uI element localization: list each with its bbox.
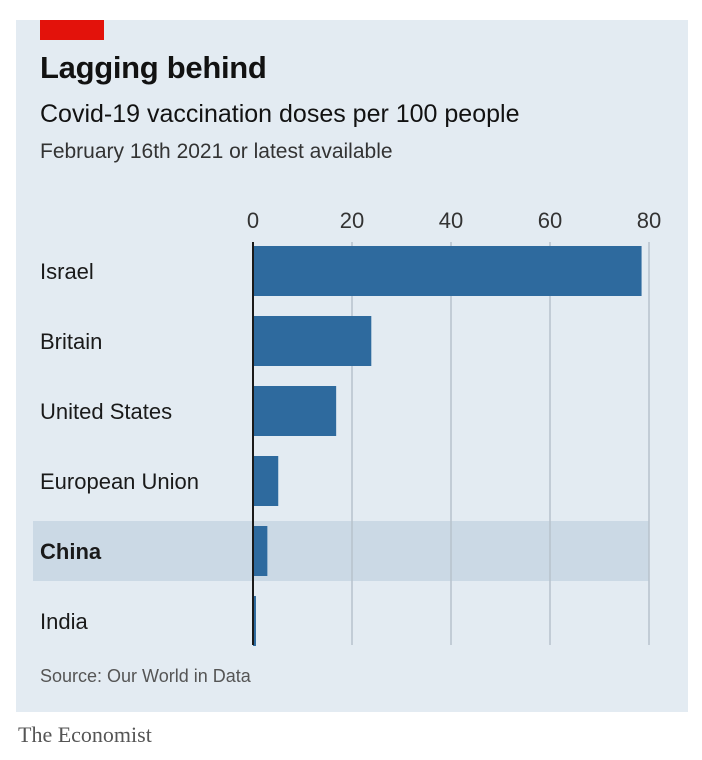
- chart-date-note: February 16th 2021 or latest available: [40, 140, 393, 163]
- x-tick-label: 0: [247, 208, 259, 233]
- x-tick-label: 40: [439, 208, 463, 233]
- brand-red-tag: [40, 20, 104, 40]
- source-note: Source: Our World in Data: [40, 666, 251, 686]
- category-label: India: [40, 609, 88, 634]
- publisher-wordmark: The Economist: [18, 722, 152, 747]
- bar: [253, 596, 256, 646]
- category-label: Israel: [40, 259, 94, 284]
- bar: [253, 456, 279, 506]
- chart-title: Lagging behind: [40, 50, 267, 85]
- category-label: European Union: [40, 469, 199, 494]
- x-tick-label: 20: [340, 208, 364, 233]
- bar: [253, 526, 268, 576]
- x-tick-label: 80: [637, 208, 661, 233]
- category-label: Britain: [40, 329, 102, 354]
- x-tick-label: 60: [538, 208, 562, 233]
- highlight-band: [33, 521, 649, 581]
- bar: [253, 386, 337, 436]
- chart-subtitle: Covid-19 vaccination doses per 100 peopl…: [40, 100, 520, 128]
- bar: [253, 246, 642, 296]
- bar: [253, 316, 372, 366]
- category-label: United States: [40, 399, 172, 424]
- category-label: China: [40, 539, 102, 564]
